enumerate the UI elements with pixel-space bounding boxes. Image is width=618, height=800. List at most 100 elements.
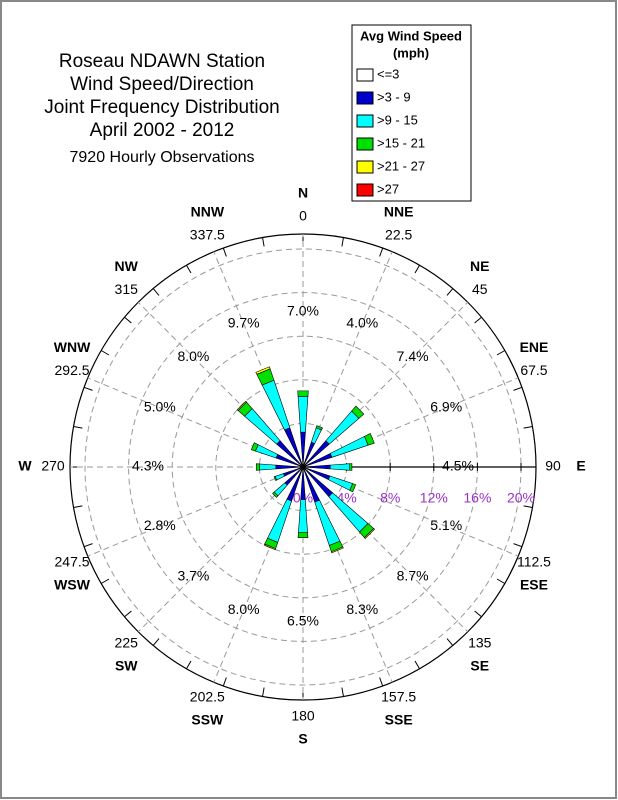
- degree-label: 45: [472, 281, 488, 297]
- wind-bar: [273, 475, 278, 482]
- wind-bar: [310, 427, 322, 444]
- legend-title: Avg Wind Speed: [360, 28, 462, 43]
- chart-title: Wind Speed/Direction: [70, 74, 254, 95]
- chart-title: Joint Frequency Distribution: [44, 97, 280, 118]
- degree-label: 315: [115, 281, 139, 297]
- wind-bar: [244, 408, 281, 445]
- total-label: 6.9%: [430, 398, 462, 414]
- degree-label: 270: [41, 458, 65, 474]
- outer-tick: [513, 543, 523, 548]
- total-label: 3.7%: [177, 567, 209, 583]
- legend-label: >21 - 27: [377, 158, 425, 173]
- wind-bar: [255, 444, 279, 459]
- wind-bar: [236, 400, 247, 411]
- outer-tick: [100, 350, 110, 356]
- outer-tick: [83, 386, 93, 391]
- legend-label: >3 - 9: [377, 89, 411, 104]
- wind-bar: [329, 435, 369, 458]
- total-label: 5.0%: [144, 398, 176, 414]
- direction-label: SW: [115, 657, 138, 673]
- outer-tick: [124, 610, 132, 618]
- wind-bar: [255, 463, 260, 471]
- total-label: 4.3%: [132, 458, 164, 474]
- wind-bar: [300, 468, 306, 500]
- degree-label: 90: [545, 458, 561, 474]
- degree-label: 157.5: [381, 689, 416, 705]
- outer-tick: [496, 350, 506, 356]
- outer-tick: [379, 677, 384, 687]
- degree-label: 337.5: [190, 227, 225, 243]
- wind-bar: [259, 463, 277, 471]
- degree-label: 292.5: [55, 362, 90, 378]
- radial-tick-label: 16%: [463, 490, 491, 506]
- spoke: [302, 466, 393, 683]
- wind-bar: [297, 390, 309, 397]
- direction-label: SSE: [385, 712, 413, 728]
- wind-bar: [349, 463, 353, 471]
- outer-tick: [124, 316, 132, 324]
- wind-bar: [263, 543, 277, 551]
- outer-tick: [446, 638, 454, 646]
- wind-bar: [364, 433, 375, 446]
- legend-title: (mph): [393, 45, 429, 60]
- spoke: [302, 251, 393, 468]
- radial-tick-label: 8%: [380, 490, 400, 506]
- degree-label: 202.5: [190, 689, 225, 705]
- wind-bar: [304, 464, 331, 470]
- spoke: [87, 377, 304, 468]
- degree-label: 180: [291, 708, 315, 724]
- outer-tick: [341, 237, 344, 247]
- radial-tick-label: 20%: [507, 490, 535, 506]
- outer-tick: [523, 505, 533, 508]
- wind-bar: [364, 528, 376, 540]
- wind-bar: [255, 366, 271, 375]
- wind-bar: [351, 405, 365, 419]
- spoke: [302, 466, 469, 633]
- outer-tick: [341, 687, 344, 697]
- spoke: [87, 466, 304, 557]
- spoke: [137, 466, 304, 633]
- outer-tick: [186, 264, 192, 274]
- outer-tick: [414, 264, 420, 274]
- direction-label: WSW: [54, 576, 91, 592]
- wind-bar: [315, 425, 323, 431]
- legend-swatch: [356, 68, 374, 82]
- direction-label: N: [298, 185, 308, 201]
- legend-label: <=3: [377, 66, 399, 81]
- outer-tick: [222, 677, 227, 687]
- total-label: 2.8%: [144, 517, 176, 533]
- degree-label: 112.5: [517, 553, 551, 569]
- wind-bar: [272, 491, 279, 498]
- wind-bar: [314, 499, 341, 546]
- outer-tick: [152, 288, 160, 296]
- outer-tick: [523, 426, 533, 429]
- outer-tick: [83, 543, 93, 548]
- spoke: [137, 301, 304, 468]
- outer-tick: [414, 660, 420, 670]
- chart-title: April 2002 - 2012: [90, 120, 235, 141]
- degree-label: 247.5: [55, 553, 90, 569]
- wind-bar: [250, 442, 259, 452]
- degree-label: 22.5: [385, 227, 412, 243]
- legend-swatch: [356, 137, 374, 151]
- wind-bar: [297, 531, 309, 538]
- total-label: 7.4%: [397, 348, 429, 364]
- spoke: [213, 466, 304, 683]
- direction-label: NE: [470, 258, 489, 274]
- total-label: 8.0%: [228, 601, 260, 617]
- legend-label: >27: [377, 181, 399, 196]
- total-label: 6.5%: [287, 613, 319, 629]
- outer-tick: [446, 288, 454, 296]
- wind-bar: [275, 464, 302, 470]
- outer-tick: [379, 247, 384, 257]
- legend-swatch: [356, 114, 374, 128]
- wind-bar: [330, 546, 344, 554]
- legend-swatch: [356, 91, 374, 105]
- total-label: 8.7%: [397, 567, 429, 583]
- total-label: 9.7%: [228, 315, 260, 331]
- total-label: 4.0%: [346, 315, 378, 331]
- direction-label: ENE: [520, 339, 549, 355]
- outer-tick: [513, 386, 523, 391]
